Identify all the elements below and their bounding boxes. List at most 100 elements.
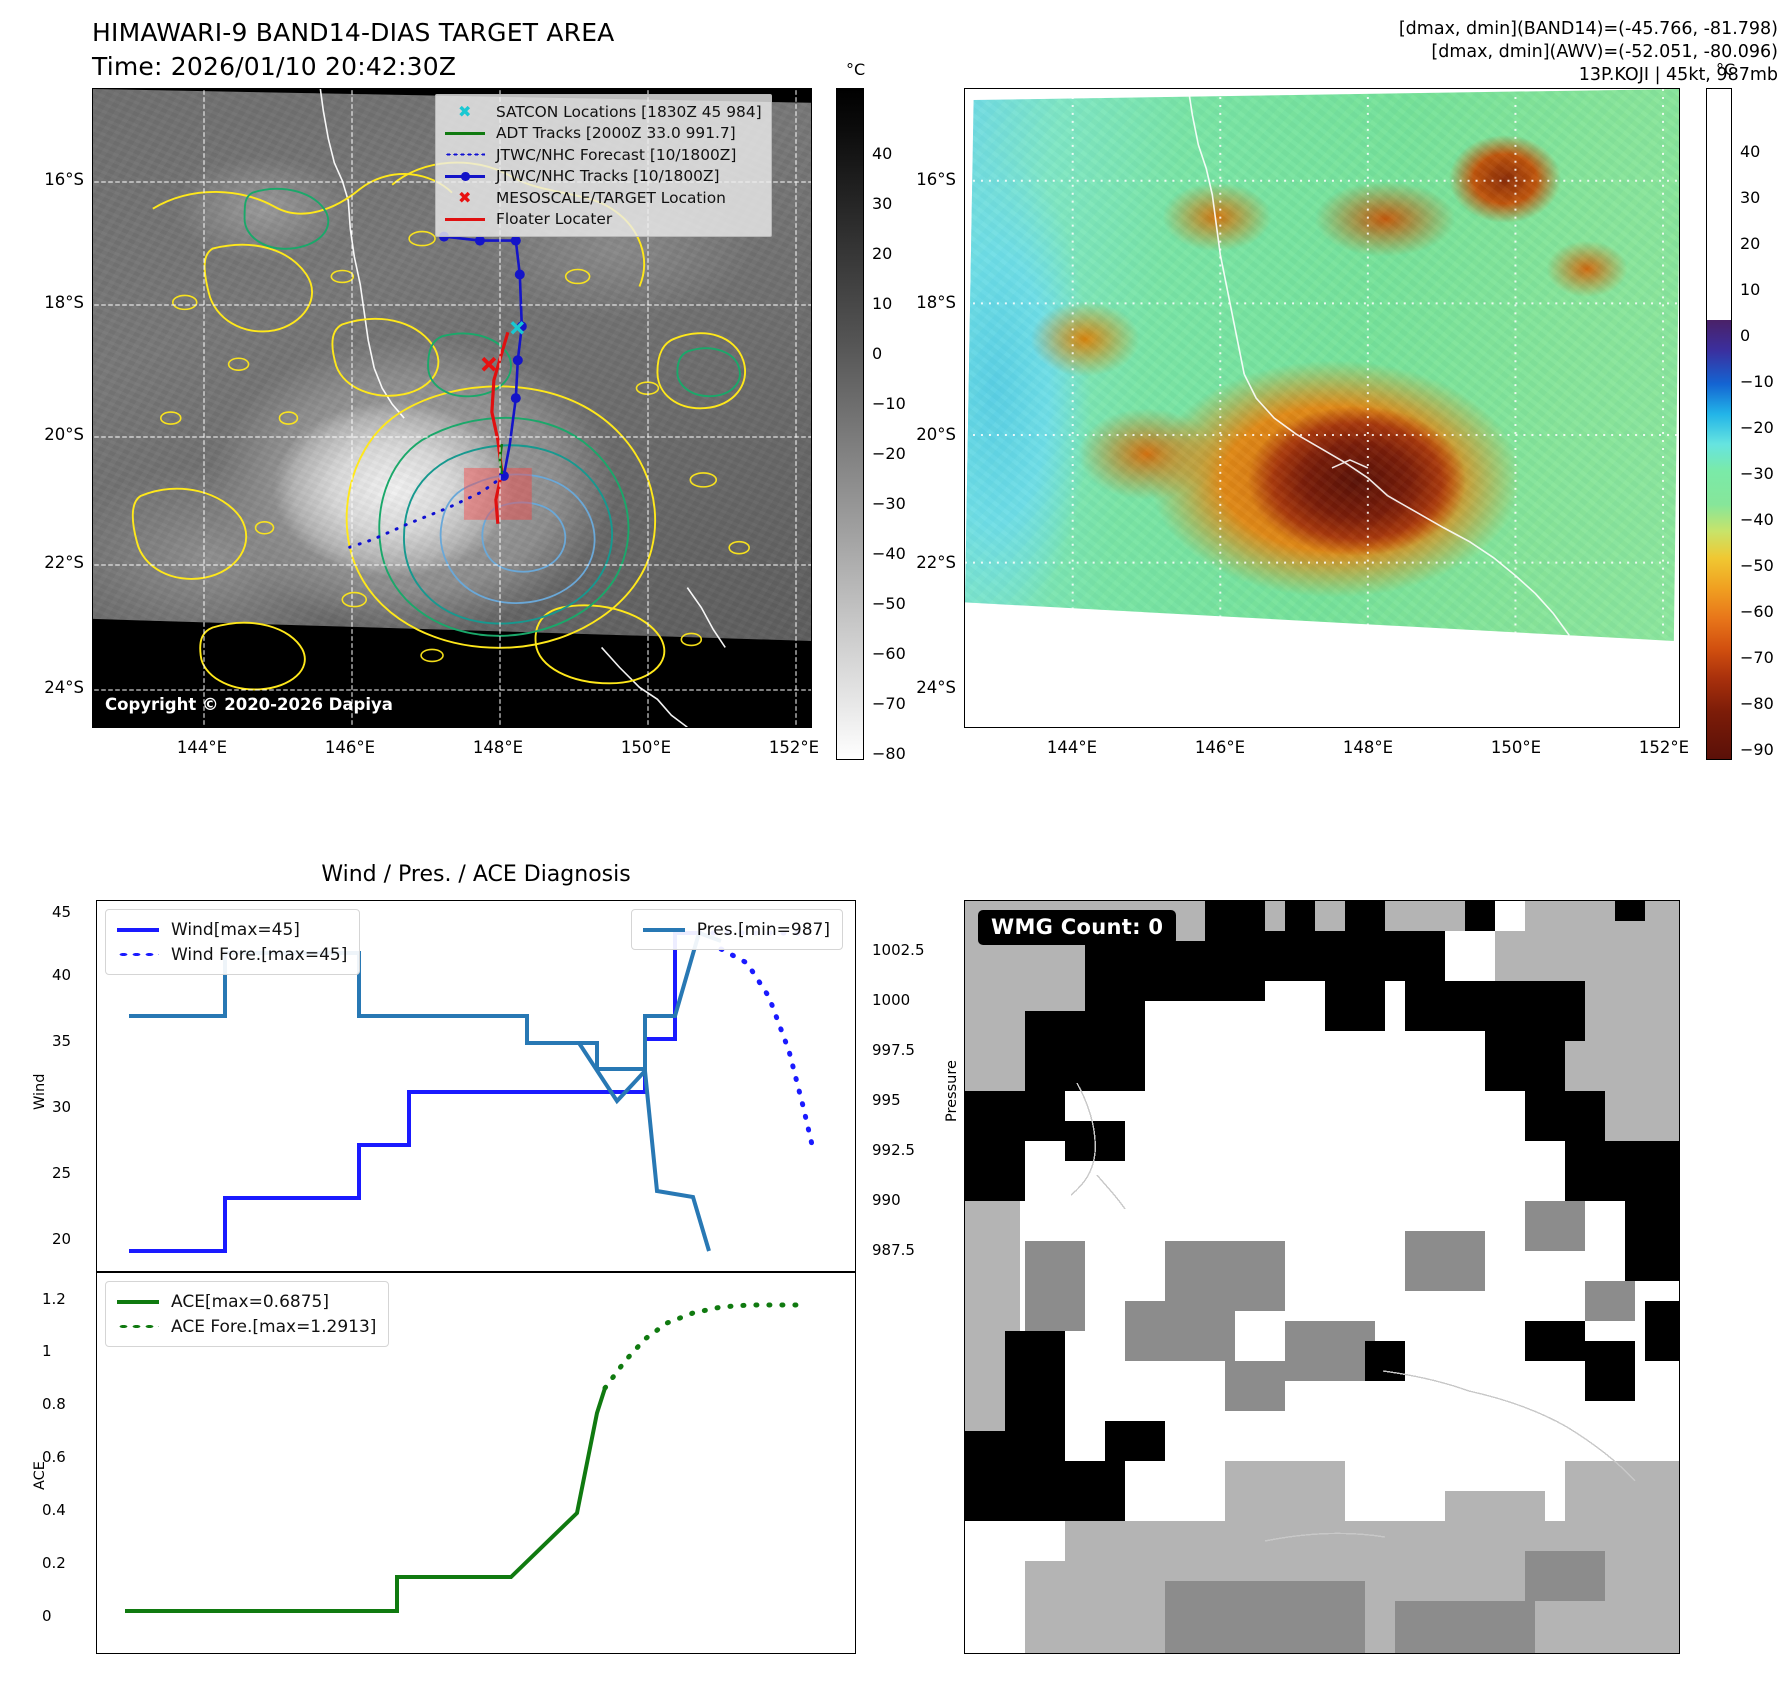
wind-ytick-35: 35	[52, 1032, 72, 1050]
solid-line-icon	[115, 923, 161, 937]
pressure-ytick-1000.0: 1000	[872, 991, 911, 1009]
legend-item-pressure[interactable]: Pres.[min=987]	[641, 917, 830, 942]
ir-cbtick-20: 20	[872, 244, 893, 263]
graticule-lat-18	[93, 304, 811, 307]
awv-cbtick-m40: −40	[1740, 510, 1774, 529]
wind-ytick-30: 30	[52, 1098, 72, 1116]
ir-cbtick-m40: −40	[872, 544, 906, 563]
ir-ytick-16S: 16°S	[44, 170, 84, 189]
x-marker-icon: ✖	[458, 187, 472, 207]
ace-ytick-0.0: 0	[42, 1607, 52, 1625]
ir-cbtick-30: 30	[872, 194, 893, 213]
legend-item-jtwc-forecast[interactable]: JTWC/NHC Forecast [10/1800Z]	[443, 144, 762, 166]
pressure-forecast-line	[718, 946, 816, 1152]
awv-cbtick-m50: −50	[1740, 556, 1774, 575]
awv-ytick-22S: 22°S	[916, 553, 956, 572]
solid-line-icon	[443, 126, 487, 140]
ace-forecast-line	[602, 1302, 808, 1391]
graticule-lat-22	[93, 564, 811, 567]
diagnosis-title: Wind / Pres. / ACE Diagnosis	[321, 862, 631, 887]
legend-label: Wind Fore.[max=45]	[171, 944, 348, 965]
legend-item-satcon[interactable]: ✖ SATCON Locations [1830Z 45 984]	[443, 101, 762, 123]
wind-ytick-25: 25	[52, 1164, 72, 1182]
awv-xtick-148E: 148°E	[1342, 738, 1394, 757]
awv-cbtick-m60: −60	[1740, 602, 1774, 621]
graticule-lon-150	[647, 89, 650, 727]
ir-ytick-18S: 18°S	[44, 293, 84, 312]
x-marker-icon: ✖	[458, 101, 472, 121]
awv-xtick-152E: 152°E	[1638, 738, 1690, 757]
dmax-band14: [dmax, dmin](BAND14)=(-45.766, -81.798)	[1398, 19, 1778, 39]
dotted-line-icon	[443, 148, 487, 162]
ir-cbtick-m10: −10	[872, 394, 906, 413]
ir-legend: ✖ SATCON Locations [1830Z 45 984] ADT Tr…	[435, 94, 772, 237]
solid-line-icon	[641, 923, 687, 937]
ir-colorbar-gradient	[836, 88, 864, 760]
legend-label: SATCON Locations [1830Z 45 984]	[496, 102, 762, 121]
awv-ytick-18S: 18°S	[916, 293, 956, 312]
ir-satellite-panel[interactable]: Copyright © 2020-2026 Dapiya ✖ SATCON Lo…	[92, 88, 812, 728]
legend-label: JTWC/NHC Tracks [10/1800Z]	[496, 167, 720, 186]
pressure-ytick-995.0: 995	[872, 1091, 901, 1109]
header-stats: [dmax, dmin](BAND14)=(-45.766, -81.798) …	[1399, 18, 1778, 87]
legend-item-ace[interactable]: ACE[max=0.6875]	[115, 1289, 376, 1314]
awv-xtick-144E: 144°E	[1046, 738, 1098, 757]
ir-cbtick-m70: −70	[872, 694, 906, 713]
ir-cbtick-m30: −30	[872, 494, 906, 513]
legend-item-wind[interactable]: Wind[max=45]	[115, 917, 347, 942]
ir-cbtick-10: 10	[872, 294, 893, 313]
wind-series-line	[129, 931, 699, 1253]
ir-xtick-152E: 152°E	[768, 738, 820, 757]
storm-summary: 13P.KOJI | 45kt, 987mb	[1578, 65, 1778, 85]
awv-cbtick-m10: −10	[1740, 372, 1774, 391]
pressure-ytick-990.0: 990	[872, 1191, 901, 1209]
graticule-lat-20	[93, 436, 811, 439]
wind-pressure-chart[interactable]: Wind[max=45] Wind Fore.[max=45] Pres.[mi…	[96, 900, 856, 1272]
legend-item-mesoscale[interactable]: ✖ MESOSCALE/TARGET Location	[443, 187, 762, 209]
awv-ytick-24S: 24°S	[916, 678, 956, 697]
pressure-legend: Pres.[min=987]	[630, 909, 843, 950]
wind-ytick-40: 40	[52, 966, 72, 984]
pressure-ytick-992.5: 992.5	[872, 1141, 915, 1159]
legend-item-wind-forecast[interactable]: Wind Fore.[max=45]	[115, 942, 347, 967]
dotted-line-icon	[115, 1320, 161, 1334]
wind-ytick-20: 20	[52, 1230, 72, 1248]
awv-colorbar-unit: °C	[1716, 60, 1736, 79]
ace-plot	[125, 1302, 808, 1613]
legend-item-adt[interactable]: ADT Tracks [2000Z 33.0 991.7]	[443, 123, 762, 145]
ace-series-line	[125, 1387, 607, 1613]
legend-item-floater[interactable]: Floater Locater	[443, 209, 762, 231]
legend-label: MESOSCALE/TARGET Location	[496, 188, 726, 207]
ir-xtick-144E: 144°E	[176, 738, 228, 757]
awv-cbtick-10: 10	[1740, 280, 1761, 299]
awv-ytick-20S: 20°S	[916, 425, 956, 444]
awv-satellite-panel[interactable]	[964, 88, 1680, 728]
ace-chart[interactable]: ACE[max=0.6875] ACE Fore.[max=1.2913]	[96, 1272, 856, 1654]
awv-texture	[965, 89, 1679, 641]
graticule-lon-148	[499, 89, 502, 727]
ir-ytick-22S: 22°S	[44, 553, 84, 572]
ir-cbtick-m50: −50	[872, 594, 906, 613]
awv-ytick-16S: 16°S	[916, 170, 956, 189]
legend-item-jtwc-tracks[interactable]: JTWC/NHC Tracks [10/1800Z]	[443, 166, 762, 188]
ir-cbtick-m80: −80	[872, 744, 906, 763]
ace-ytick-1.2: 1.2	[42, 1290, 66, 1308]
ir-ytick-24S: 24°S	[44, 678, 84, 697]
awv-colorbar-gradient	[1706, 88, 1732, 760]
legend-label: ACE[max=0.6875]	[171, 1291, 329, 1312]
ace-ytick-1.0: 1	[42, 1342, 52, 1360]
legend-item-ace-forecast[interactable]: ACE Fore.[max=1.2913]	[115, 1314, 376, 1339]
legend-label: ACE Fore.[max=1.2913]	[171, 1316, 377, 1337]
legend-label: JTWC/NHC Forecast [10/1800Z]	[496, 145, 737, 164]
wind-axis-label: Wind	[32, 1073, 48, 1110]
ir-xtick-148E: 148°E	[472, 738, 524, 757]
page-title: HIMAWARI-9 BAND14-DIAS TARGET AREA Time:…	[92, 16, 615, 84]
solid-line-icon	[443, 212, 487, 226]
dmax-awv: [dmax, dmin](AWV)=(-52.051, -80.096)	[1431, 42, 1778, 62]
legend-label: Floater Locater	[496, 210, 613, 229]
awv-xtick-146E: 146°E	[1194, 738, 1246, 757]
graticule-lon-152	[795, 89, 798, 727]
wmg-panel[interactable]: WMG Count: 0	[964, 900, 1680, 1654]
graticule-lat-24	[93, 689, 811, 692]
